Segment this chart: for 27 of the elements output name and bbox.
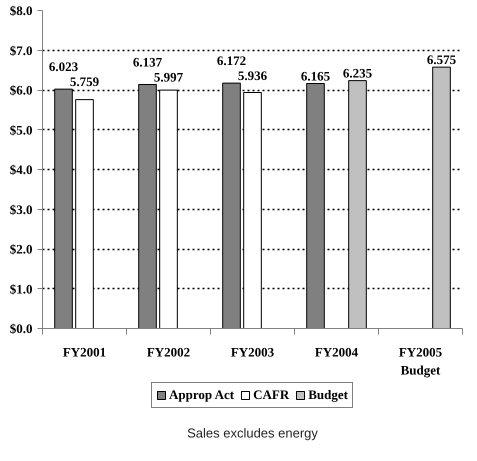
y-tick-label: $7.0 xyxy=(10,42,32,58)
data-label: 6.172 xyxy=(216,53,246,68)
data-label: 5.936 xyxy=(238,68,268,84)
legend-label: CAFR xyxy=(253,387,290,403)
x-tick-label: FY2003 xyxy=(230,344,275,360)
data-label: 6.235 xyxy=(342,66,373,81)
x-tick-label: FY2005 Budget xyxy=(398,344,443,378)
y-tick-label: $5.0 xyxy=(10,122,32,138)
y-tick-label: $4.0 xyxy=(10,162,32,177)
data-label: 6.023 xyxy=(48,59,79,74)
y-tick-label: $8.0 xyxy=(10,3,32,18)
y-tick-label: $6.0 xyxy=(10,82,32,98)
y-tick-label: $1.0 xyxy=(10,281,32,296)
data-label: 6.575 xyxy=(426,52,457,68)
data-label: 5.997 xyxy=(154,70,184,85)
data-label: 6.165 xyxy=(300,68,331,84)
y-tick-label: $0.0 xyxy=(10,321,32,336)
x-tick-label: FY2002 xyxy=(146,344,190,360)
data-label: 5.759 xyxy=(70,74,100,90)
y-tick-label: $2.0 xyxy=(10,242,32,256)
data-label: 6.137 xyxy=(132,54,163,70)
y-tick-label: $3.0 xyxy=(10,202,32,217)
legend-label: Approp Act xyxy=(169,387,234,403)
legend-label: Budget xyxy=(308,387,348,403)
text: Sales excludes energy xyxy=(187,426,318,440)
x-tick-label: FY2001 xyxy=(62,344,106,360)
x-tick-label: FY2004 xyxy=(314,344,359,360)
